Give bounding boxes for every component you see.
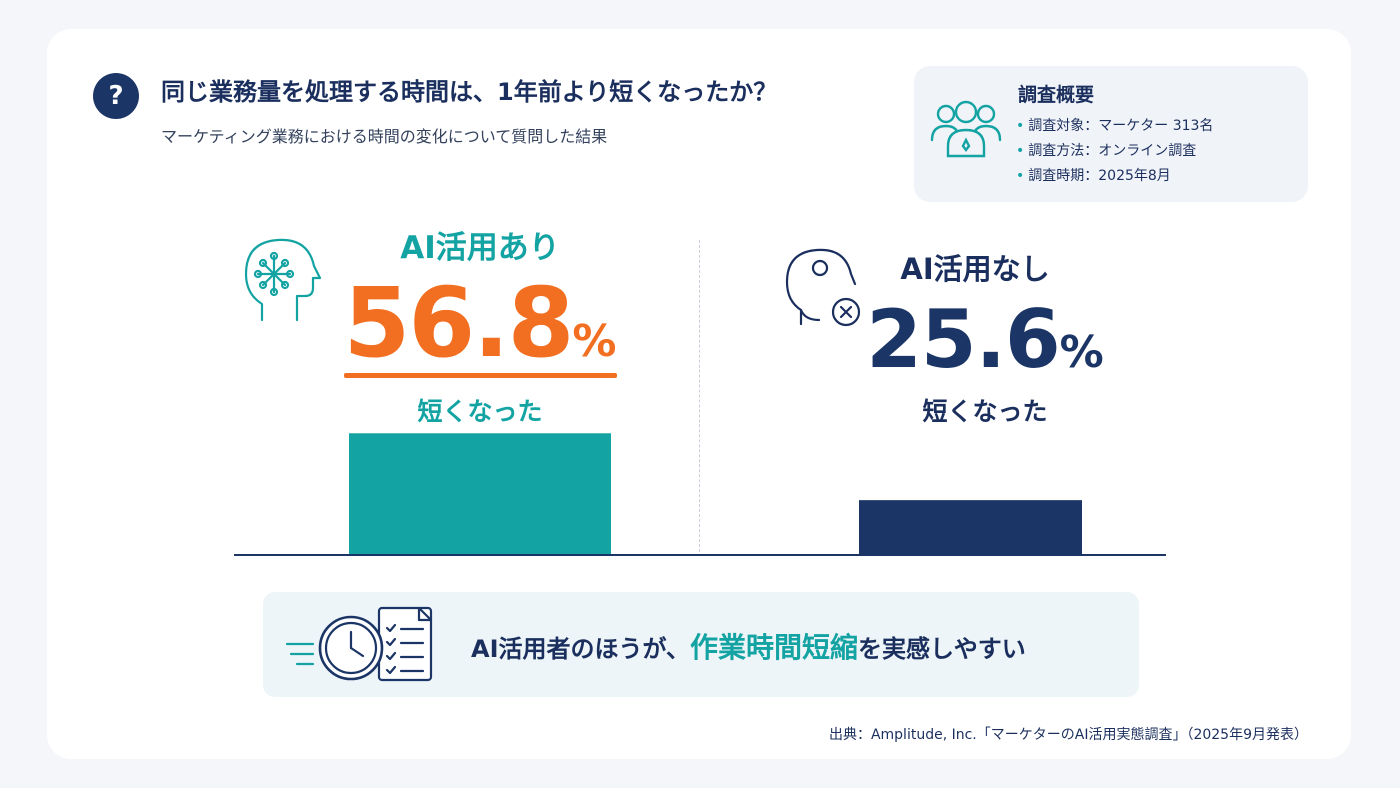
survey-title: 調査概要	[1018, 84, 1095, 106]
bar-ai	[349, 433, 611, 555]
people-group-icon	[930, 100, 1002, 158]
survey-list: • 調査対象：マーケター 313名 • 調査方法：オンライン調査 • 調査時期：202…	[1016, 114, 1213, 189]
bar-no-ai	[859, 500, 1082, 555]
summary-suffix: を実感しやすい	[858, 635, 1026, 663]
value-ai-unit: %	[572, 316, 617, 367]
bullet-icon: •	[1016, 168, 1025, 184]
group-label-no-ai: AI活用なし	[900, 252, 1050, 286]
survey-panel: 調査概要 • 調査対象：マーケター 313名 • 調査方法：オンライン調査 • 調査時…	[914, 66, 1308, 202]
ai-brain-icon	[244, 238, 322, 322]
value-ai-number: 56.8	[343, 267, 575, 379]
value-ai-underline	[344, 373, 617, 378]
clock-checklist-icon	[285, 606, 433, 682]
survey-item: • 調査時期：2025年8月	[1016, 168, 1171, 184]
value-no-ai: 25.6%	[860, 290, 1110, 403]
value-no-ai-number: 25.6	[866, 293, 1060, 386]
question-icon: ?	[93, 73, 139, 119]
chart-subtitle: マーケティング業務における時間の変化について質問した結果	[161, 127, 608, 146]
bullet-icon: •	[1016, 143, 1025, 159]
bullet-icon: •	[1016, 118, 1025, 134]
summary-text: AI活用者のほうが、作業時間短縮を実感しやすい	[471, 626, 1026, 666]
source-note: 出典：Amplitude, Inc.「マーケターのAI活用実態調査」（2025年…	[828, 727, 1308, 743]
summary-highlight: 作業時間短縮	[690, 631, 859, 664]
center-divider	[699, 240, 700, 552]
summary-box: AI活用者のほうが、作業時間短縮を実感しやすい	[263, 592, 1139, 697]
head-no-ai-icon	[785, 248, 861, 327]
chart-title: 同じ業務量を処理する時間は、1年前より短くなったか？	[161, 78, 778, 106]
caption-ai: 短くなった	[417, 397, 543, 426]
value-ai: 56.8%	[340, 268, 620, 397]
value-no-ai-unit: %	[1059, 327, 1104, 378]
caption-no-ai: 短くなった	[922, 397, 1048, 426]
summary-prefix: AI活用者のほうが、	[471, 635, 691, 663]
group-label-ai: AI活用あり	[400, 230, 560, 266]
survey-item: • 調査対象：マーケター 313名	[1016, 118, 1214, 134]
survey-item: • 調査方法：オンライン調査	[1016, 143, 1197, 159]
